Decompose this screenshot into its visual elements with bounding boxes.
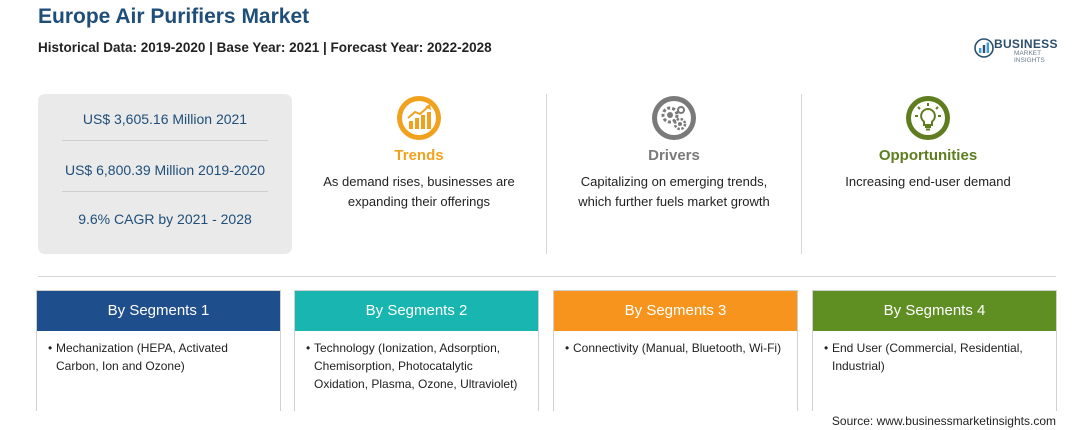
stat-cagr: 9.6% CAGR by 2021 - 2028 — [78, 211, 252, 227]
factor-description: Capitalizing on emerging trends, which f… — [547, 172, 801, 212]
factor-description-line: which further fuels market growth — [578, 194, 770, 209]
factor-drivers: Drivers Capitalizing on emerging trends,… — [547, 94, 801, 212]
segment-item: End User (Commercial, Residential, Indus… — [832, 341, 1023, 373]
factor-title: Drivers — [648, 147, 700, 164]
factor-description-line: As demand rises, businesses are — [323, 174, 515, 189]
brand-logo: BUSINESS MARKET INSIGHTS — [974, 37, 1064, 64]
factor-title: Opportunities — [878, 147, 978, 164]
factor-description: As demand rises, businesses are expandin… — [292, 172, 546, 212]
segment-header: By Segments 1 — [37, 291, 280, 331]
bullet-icon: • — [48, 341, 53, 355]
factor-trends: Trends As demand rises, businesses are e… — [292, 94, 546, 212]
bullet-icon: • — [565, 341, 570, 355]
bullet-icon: • — [306, 341, 311, 355]
logo-name: BUSINESS — [994, 37, 1058, 51]
factor-description-line: Increasing end-user demand — [845, 174, 1011, 189]
segment-card-1: By Segments 1 • Mechanization (HEPA, Act… — [36, 290, 281, 411]
factor-description-line: Capitalizing on emerging trends, — [580, 174, 768, 189]
segment-body: • End User (Commercial, Residential, Ind… — [813, 331, 1056, 375]
segment-body: • Mechanization (HEPA, Activated Carbon,… — [37, 331, 280, 375]
factor-description-line: expanding their offerings — [347, 194, 491, 209]
page-title: Europe Air Purifiers Market — [38, 5, 310, 28]
factor-description: Increasing end-user demand — [801, 172, 1055, 192]
segment-header: By Segments 4 — [813, 291, 1056, 331]
stat-market-size-2021: US$ 3,605.16 Million 2021 — [82, 111, 248, 127]
section-divider — [38, 276, 1056, 277]
segment-item: Mechanization (HEPA, Activated Carbon, I… — [56, 341, 228, 373]
segment-body: • Connectivity (Manual, Bluetooth, Wi-Fi… — [554, 331, 797, 357]
segment-card-4: By Segments 4 • End User (Commercial, Re… — [812, 290, 1057, 411]
segment-body: • Technology (Ionization, Adsorption, Ch… — [295, 331, 538, 393]
logo-tagline: MARKET INSIGHTS — [1014, 50, 1045, 64]
source-note: Source: www.businessmarketinsights.com — [831, 414, 1056, 428]
logo-mark-icon — [974, 38, 994, 58]
segment-header: By Segments 2 — [295, 291, 538, 331]
factor-opportunities: Opportunities Increasing end-user demand — [801, 94, 1055, 192]
divider — [801, 94, 802, 254]
bullet-icon: • — [824, 341, 829, 355]
factor-title: Trends — [394, 147, 444, 164]
segment-card-2: By Segments 2 • Technology (Ionization, … — [294, 290, 539, 411]
lightbulb-icon — [906, 96, 950, 140]
stat-divider — [62, 191, 268, 192]
gears-icon — [652, 96, 696, 140]
divider — [546, 94, 547, 254]
page-subtitle: Historical Data: 2019-2020 | Base Year: … — [38, 40, 492, 55]
stat-divider — [62, 140, 268, 141]
segment-card-3: By Segments 3 • Connectivity (Manual, Bl… — [553, 290, 798, 411]
segment-header: By Segments 3 — [554, 291, 797, 331]
stats-panel: US$ 3,605.16 Million 2021 US$ 6,800.39 M… — [38, 94, 292, 254]
segment-item: Technology (Ionization, Adsorption, Chem… — [314, 341, 518, 391]
segment-item: Connectivity (Manual, Bluetooth, Wi-Fi) — [573, 341, 782, 355]
growth-chart-icon — [397, 96, 441, 140]
stat-market-size-history: US$ 6,800.39 Million 2019-2020 — [64, 162, 266, 178]
